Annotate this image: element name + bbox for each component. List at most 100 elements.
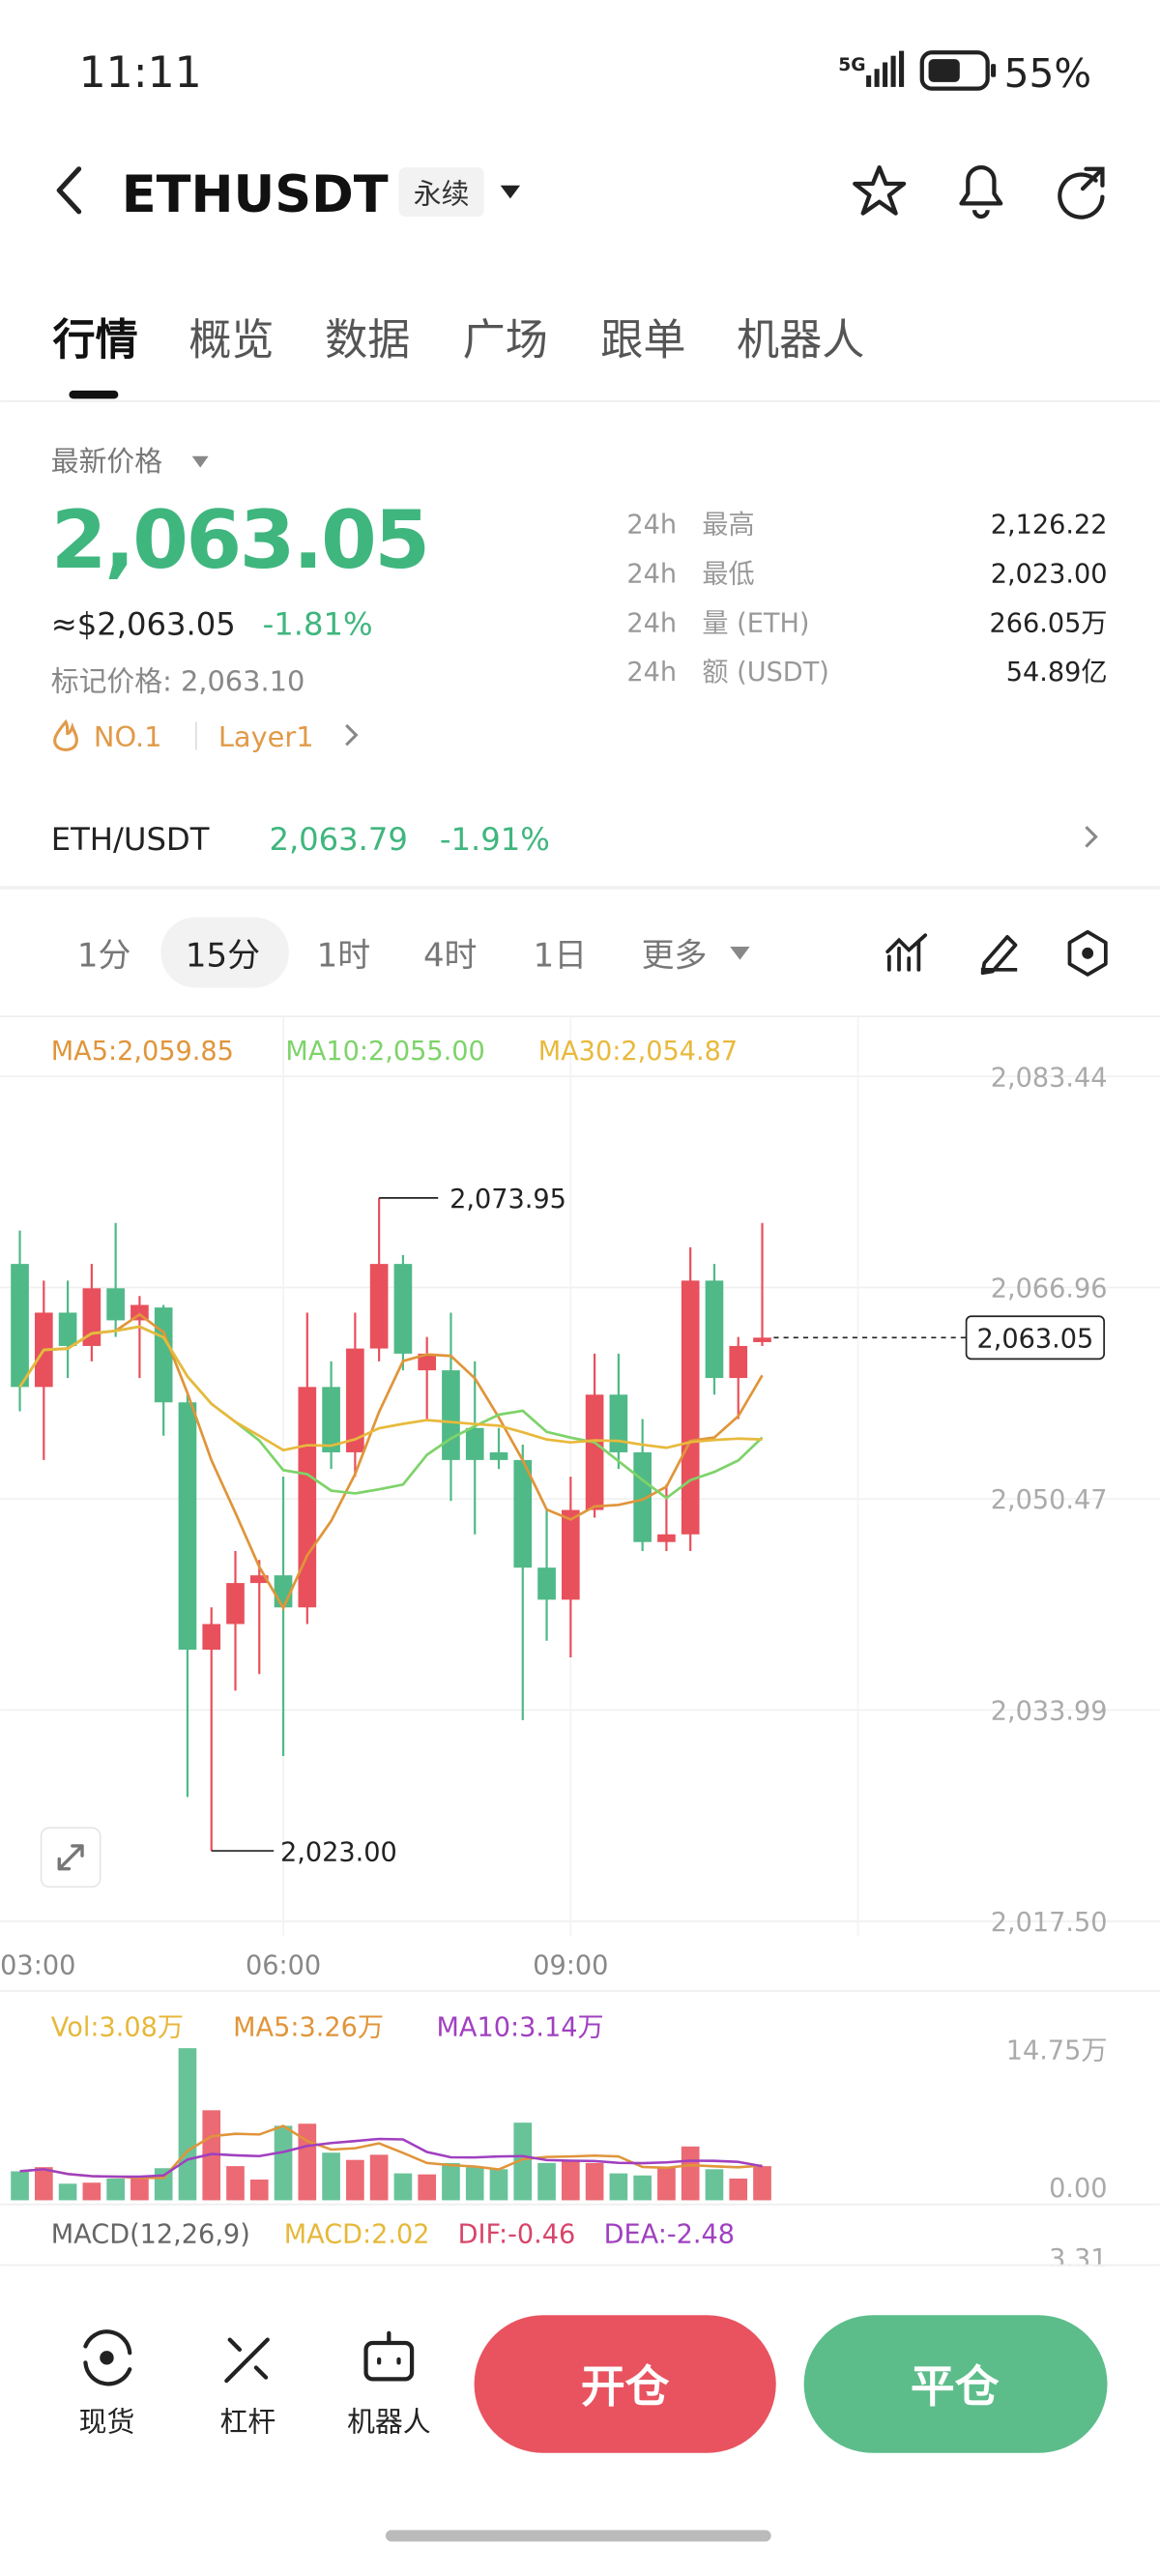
candle-body <box>513 1459 533 1568</box>
alert-button[interactable] <box>959 164 1003 220</box>
last-price-box <box>965 1315 1105 1361</box>
stat-period: 24h <box>626 510 677 540</box>
volume-bar <box>34 2167 53 2201</box>
interval[interactable]: 4时 <box>423 937 478 975</box>
tab[interactable]: 跟单 <box>600 316 685 366</box>
volume-tick-label: 14.75万 <box>1006 2036 1108 2066</box>
candle-body <box>442 1370 460 1460</box>
volume-bar <box>513 2122 533 2201</box>
tab[interactable]: 行情 <box>52 316 137 366</box>
contract-type: 永续 <box>414 177 470 210</box>
candle-body <box>106 1288 125 1321</box>
last-price: 2,063.05 <box>51 493 428 587</box>
stat-period: 24h <box>626 559 677 589</box>
divider <box>0 400 1160 402</box>
candles <box>11 1197 771 1852</box>
volume-bar <box>249 2180 269 2201</box>
interval[interactable]: 15分 <box>186 937 260 975</box>
favorite-button[interactable] <box>853 164 907 216</box>
nav-label[interactable]: 杠杆 <box>220 2406 276 2439</box>
price-label-dropdown[interactable] <box>191 455 209 468</box>
margin-icon <box>224 2337 270 2384</box>
interval[interactable]: 更多 <box>642 937 708 975</box>
candle-body <box>657 1534 676 1542</box>
spot-chevron[interactable] <box>1085 826 1098 848</box>
more-dropdown[interactable] <box>730 947 750 960</box>
candle-body <box>681 1280 700 1535</box>
open-label[interactable]: 开仓 <box>581 2360 670 2413</box>
symbol-dropdown[interactable] <box>500 185 521 199</box>
fiat-price: ≈$2,063.05 <box>51 606 236 643</box>
volume-bar <box>609 2173 628 2201</box>
open-button[interactable] <box>474 2315 776 2453</box>
volume-bar <box>322 2152 340 2201</box>
divider <box>0 1015 1160 1018</box>
interval[interactable]: 1分 <box>77 937 131 975</box>
last-price-label: 2,063.05 <box>976 1325 1093 1355</box>
symbol[interactable]: ETHUSDT <box>122 165 389 224</box>
volume-ma-line <box>19 2124 763 2180</box>
interval[interactable]: 1时 <box>317 937 371 975</box>
close-label[interactable]: 平仓 <box>911 2360 1000 2413</box>
annotations: 2,073.95 2,023.00 2,063.05 <box>211 1185 1105 1867</box>
grid: 2,083.44 2,066.96 2,050.47 2,033.99 2,017.50… <box>0 1017 1160 1980</box>
nav-label[interactable]: 现货 <box>79 2406 135 2439</box>
home-indicator <box>385 2530 771 2542</box>
ma-legend-item: MA10:2,055.00 <box>285 1037 484 1067</box>
sector-tag[interactable]: Layer1 <box>218 720 314 753</box>
tab[interactable]: 数据 <box>325 316 410 366</box>
x-tick-label: 06:00 <box>246 1950 321 1980</box>
x-tick-label: 09:00 <box>533 1950 608 1980</box>
interval[interactable]: 1日 <box>534 937 588 975</box>
candle-body <box>346 1348 364 1452</box>
tab[interactable]: 机器人 <box>737 316 864 366</box>
network: 5G <box>838 55 865 75</box>
volume-legend-item: Vol:3.08万 <box>51 2013 184 2043</box>
volume-bar <box>346 2159 364 2201</box>
nav-label[interactable]: 机器人 <box>347 2406 431 2439</box>
candle-body <box>465 1427 484 1460</box>
volume-bar <box>58 2183 77 2201</box>
battery-level: 55% <box>1004 50 1092 97</box>
price-change: -1.81% <box>263 606 373 643</box>
volume-bar <box>154 2168 173 2201</box>
price-label[interactable]: 最新价格 <box>51 445 162 478</box>
ma-line <box>18 1325 763 1452</box>
volume-pane: 14.75万 0.00 Vol:3.08万 MA5:3.26万 MA10:3.14万 <box>11 2013 1108 2204</box>
settings-button[interactable] <box>1067 929 1108 977</box>
tab-indicator <box>69 390 119 399</box>
tab[interactable]: 概览 <box>188 316 274 366</box>
volume-bar <box>106 2178 125 2201</box>
indicator-button[interactable] <box>885 933 928 972</box>
bottom-icons <box>83 2329 415 2386</box>
divider <box>0 886 1160 890</box>
back-button[interactable] <box>56 166 82 215</box>
spot-change: -1.91% <box>440 821 550 858</box>
spot-pair[interactable]: ETH/USDT <box>51 821 210 858</box>
tag-chevron[interactable] <box>345 723 359 746</box>
draw-button[interactable] <box>980 935 1018 976</box>
volume-bar <box>11 2171 29 2201</box>
divider <box>0 1990 1160 1992</box>
close-button[interactable] <box>803 2315 1108 2453</box>
tab[interactable]: 广场 <box>463 316 548 366</box>
mark-price: 标记价格: 2,063.10 <box>51 664 305 697</box>
macd-legend-item: DIF:-0.46 <box>458 2220 576 2250</box>
spot-price: 2,063.79 <box>269 821 407 858</box>
divider <box>0 2203 1160 2206</box>
ma-line <box>18 1312 764 1611</box>
stats-table: 24h 最高 2,126.22 24h 最低 2,023.00 24h 量 (ETH) 266.… <box>626 510 1107 688</box>
candle-body <box>178 1402 197 1651</box>
ma-legend-item: MA30:2,054.87 <box>538 1037 738 1067</box>
candle-body <box>729 1345 748 1379</box>
fire-icon <box>53 718 78 751</box>
share-button[interactable] <box>1058 166 1105 220</box>
candle-body <box>322 1387 340 1452</box>
y-tick-label: 2,083.44 <box>991 1063 1108 1093</box>
candle-body <box>489 1451 508 1460</box>
candle-body <box>226 1583 245 1625</box>
rank-tag[interactable]: NO.1 <box>94 720 162 753</box>
y-tick-label: 2,017.50 <box>991 1908 1108 1938</box>
